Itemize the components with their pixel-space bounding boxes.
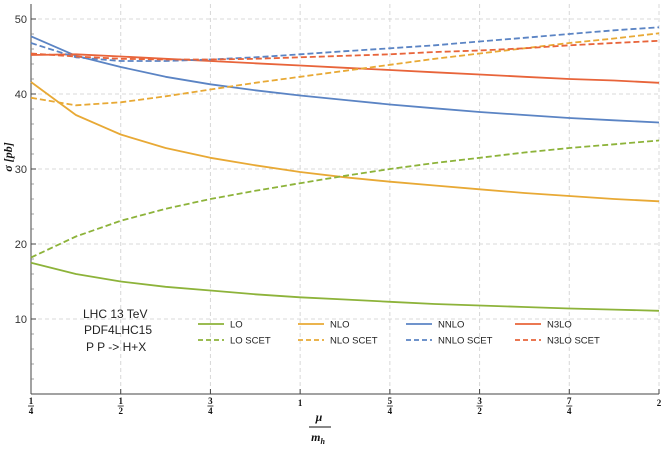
series-line-n3lo-scet — [30, 39, 660, 61]
series-line-nnlo — [30, 35, 660, 124]
annotation-energy: LHC 13 TeV — [83, 307, 147, 321]
series-line-nnlo-scet — [30, 26, 660, 62]
legend-label-lo-scet: LO SCET — [230, 336, 271, 347]
legend-label-nnlo-scet: NNLO SCET — [438, 336, 493, 347]
series-line-lo — [30, 261, 660, 312]
x-tick-denominator: 4 — [29, 406, 34, 416]
x-tick-numerator: 1 — [29, 396, 34, 406]
legend: LO NLO NNLO N3LO LO SCET NLO SCET NNLO SCET N3L… — [198, 320, 600, 347]
x-tick-numerator: 1 — [118, 396, 123, 406]
x-axis-label-denominator: mh — [311, 430, 325, 446]
series-line-nlo-scet — [30, 32, 660, 107]
y-axis-label: σ [pb] — [1, 142, 15, 171]
y-ticks: 10 20 30 40 50 — [15, 14, 36, 380]
series-line-lo-scet — [30, 139, 660, 259]
y-tick-label: 50 — [15, 14, 27, 26]
legend-label-lo: LO — [230, 320, 243, 331]
legend-label-nlo: NLO — [330, 320, 350, 331]
y-tick-label: 20 — [15, 239, 27, 251]
y-tick-label: 40 — [15, 89, 27, 101]
grid — [30, 4, 660, 394]
annotations: LHC 13 TeV PDF4LHC15 P P -> H+X — [83, 307, 152, 354]
series-line-nlo — [30, 81, 660, 203]
legend-label-nnlo: NNLO — [438, 320, 464, 331]
x-tick-denominator: 4 — [208, 406, 213, 416]
x-tick-denominator: 4 — [388, 406, 393, 416]
legend-label-n3lo: N3LO — [547, 320, 572, 331]
x-tick-numerator: 3 — [208, 396, 213, 406]
x-tick-label: 2 — [657, 398, 662, 408]
annotation-pdf: PDF4LHC15 — [84, 323, 152, 337]
x-tick-denominator: 2 — [118, 406, 123, 416]
legend-label-nlo-scet: NLO SCET — [330, 336, 378, 347]
x-axis-label-numerator: μ — [315, 410, 323, 424]
x-tick-denominator: 4 — [567, 406, 572, 416]
x-tick-numerator: 5 — [388, 396, 393, 406]
series-line-n3lo — [30, 53, 660, 84]
x-axis-label: μ mh — [309, 410, 331, 446]
series-lines — [30, 26, 660, 312]
x-tick-label: 1 — [298, 398, 303, 408]
x-tick-numerator: 3 — [477, 396, 482, 406]
y-tick-label: 30 — [15, 164, 27, 176]
x-tick-numerator: 7 — [567, 396, 572, 406]
y-tick-label: 10 — [15, 314, 27, 326]
x-tick-denominator: 2 — [477, 406, 482, 416]
legend-label-n3lo-scet: N3LO SCET — [547, 336, 600, 347]
annotation-process: P P -> H+X — [86, 340, 146, 354]
